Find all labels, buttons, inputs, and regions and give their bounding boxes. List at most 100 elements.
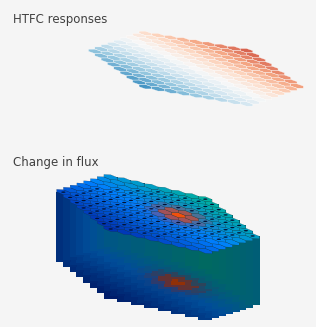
- Polygon shape: [209, 53, 221, 58]
- Polygon shape: [84, 196, 97, 201]
- Polygon shape: [97, 206, 111, 212]
- Polygon shape: [205, 239, 219, 244]
- Polygon shape: [198, 199, 212, 269]
- Polygon shape: [144, 235, 158, 241]
- Polygon shape: [209, 86, 221, 91]
- Polygon shape: [253, 84, 265, 88]
- Polygon shape: [56, 192, 70, 262]
- Ellipse shape: [217, 216, 221, 218]
- Ellipse shape: [136, 205, 140, 206]
- Polygon shape: [232, 233, 246, 302]
- Ellipse shape: [190, 225, 194, 226]
- Polygon shape: [110, 190, 125, 259]
- Polygon shape: [265, 93, 278, 97]
- Polygon shape: [158, 219, 172, 289]
- Polygon shape: [158, 197, 172, 267]
- Ellipse shape: [122, 202, 126, 203]
- Polygon shape: [198, 207, 212, 276]
- Polygon shape: [120, 71, 133, 76]
- Polygon shape: [272, 77, 284, 82]
- Polygon shape: [76, 186, 91, 255]
- Polygon shape: [151, 221, 165, 291]
- Ellipse shape: [183, 227, 187, 228]
- Polygon shape: [139, 84, 152, 89]
- Ellipse shape: [183, 205, 187, 206]
- Polygon shape: [164, 56, 177, 60]
- Polygon shape: [225, 220, 240, 290]
- Polygon shape: [226, 225, 239, 231]
- Polygon shape: [151, 192, 165, 261]
- Polygon shape: [165, 236, 178, 242]
- Polygon shape: [126, 36, 139, 40]
- Polygon shape: [253, 91, 265, 95]
- Polygon shape: [259, 75, 272, 79]
- Polygon shape: [209, 66, 221, 71]
- Polygon shape: [185, 248, 199, 317]
- Polygon shape: [190, 53, 202, 58]
- Polygon shape: [278, 82, 291, 86]
- Polygon shape: [239, 238, 253, 308]
- Polygon shape: [215, 84, 228, 89]
- Polygon shape: [259, 88, 272, 93]
- Polygon shape: [185, 240, 199, 310]
- Ellipse shape: [108, 191, 113, 193]
- Polygon shape: [152, 73, 164, 78]
- Polygon shape: [209, 60, 221, 64]
- Polygon shape: [164, 210, 179, 279]
- Ellipse shape: [122, 224, 126, 225]
- Polygon shape: [246, 53, 259, 57]
- Polygon shape: [198, 236, 212, 306]
- Polygon shape: [64, 187, 77, 193]
- Polygon shape: [225, 242, 240, 312]
- Ellipse shape: [88, 205, 93, 206]
- Polygon shape: [111, 209, 124, 215]
- Polygon shape: [104, 185, 118, 254]
- Polygon shape: [110, 197, 125, 267]
- Ellipse shape: [156, 235, 160, 237]
- Polygon shape: [158, 209, 172, 215]
- Polygon shape: [205, 219, 219, 289]
- Polygon shape: [228, 66, 240, 71]
- Polygon shape: [198, 229, 212, 298]
- Ellipse shape: [156, 228, 160, 230]
- Ellipse shape: [102, 215, 106, 217]
- Polygon shape: [196, 64, 209, 69]
- Polygon shape: [171, 208, 185, 277]
- Polygon shape: [205, 209, 219, 215]
- Polygon shape: [138, 193, 151, 199]
- Ellipse shape: [156, 191, 160, 193]
- Polygon shape: [185, 218, 199, 288]
- Polygon shape: [209, 46, 221, 51]
- Ellipse shape: [122, 217, 126, 218]
- Ellipse shape: [149, 193, 153, 195]
- Polygon shape: [212, 239, 226, 309]
- Polygon shape: [192, 221, 205, 226]
- Polygon shape: [172, 227, 185, 232]
- Polygon shape: [97, 221, 111, 227]
- Polygon shape: [126, 49, 139, 53]
- Polygon shape: [265, 73, 278, 77]
- Polygon shape: [95, 54, 107, 58]
- Polygon shape: [202, 42, 215, 46]
- Ellipse shape: [95, 188, 99, 190]
- Polygon shape: [177, 71, 190, 76]
- Polygon shape: [124, 186, 138, 255]
- Ellipse shape: [108, 206, 113, 207]
- Polygon shape: [165, 207, 178, 213]
- Ellipse shape: [129, 207, 133, 209]
- Polygon shape: [137, 218, 152, 288]
- Ellipse shape: [88, 213, 93, 214]
- Polygon shape: [246, 79, 259, 84]
- Polygon shape: [209, 80, 221, 84]
- Polygon shape: [139, 71, 152, 76]
- Polygon shape: [240, 102, 253, 106]
- Polygon shape: [198, 226, 212, 232]
- Polygon shape: [144, 221, 158, 226]
- Polygon shape: [124, 213, 138, 218]
- Polygon shape: [232, 225, 246, 295]
- Polygon shape: [215, 97, 228, 102]
- Polygon shape: [137, 226, 152, 295]
- Polygon shape: [124, 215, 138, 285]
- Polygon shape: [144, 231, 158, 301]
- Polygon shape: [165, 215, 178, 220]
